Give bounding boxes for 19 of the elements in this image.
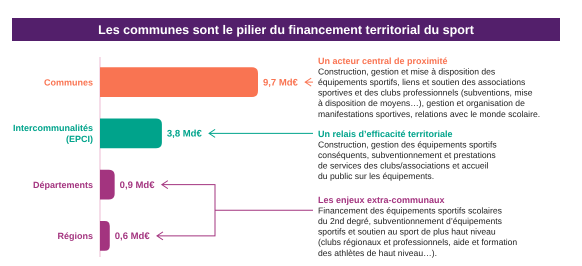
data-label: 0,6 Md€ <box>114 231 150 242</box>
data-label: 0,9 Md€ <box>120 180 156 191</box>
text: Les enjeux extra-communaux <box>318 195 445 206</box>
y-tick-label: Départements <box>32 180 93 190</box>
bar <box>100 170 115 200</box>
y-tick-label: Régions <box>57 231 93 242</box>
bar <box>100 221 110 251</box>
text: Construction, gestion et mise à disposition des équipements sportifs, liens et soutien des associations sportives et des clubs professionnels (subventions, mise à disposition de moyens…), gestion et organisation de manifestations sportives, relations avec le monde scolaire. <box>318 66 540 119</box>
text: Un acteur central de proximité <box>318 56 448 66</box>
text: Les communes sont le pilier du financement territorial du sport <box>98 22 475 37</box>
text: Un relais d’efficacité territoriale <box>318 129 453 140</box>
bar <box>100 118 162 148</box>
data-label: 3,8 Md€ <box>166 128 202 140</box>
y-tick-label: Communes <box>44 77 93 88</box>
text: Financement des équipements sportifs scolaires du 2nd degré, subventionnement d’équipements sportifs et soutien au sport de plus haut niveau (clubs régionaux et professionnels, aide et formation des athlètes de haut niveau…). <box>318 205 518 258</box>
bar <box>100 67 258 97</box>
y-tick-label: Intercommunalités (EPCI) <box>12 123 94 144</box>
data-label: 9,7 Md€ <box>263 77 299 88</box>
text: Construction, gestion des équipements sportifs conséquents, subventionnement et prestations de services des clubs/associations et accueil du public sur les équipements. <box>318 139 497 182</box>
